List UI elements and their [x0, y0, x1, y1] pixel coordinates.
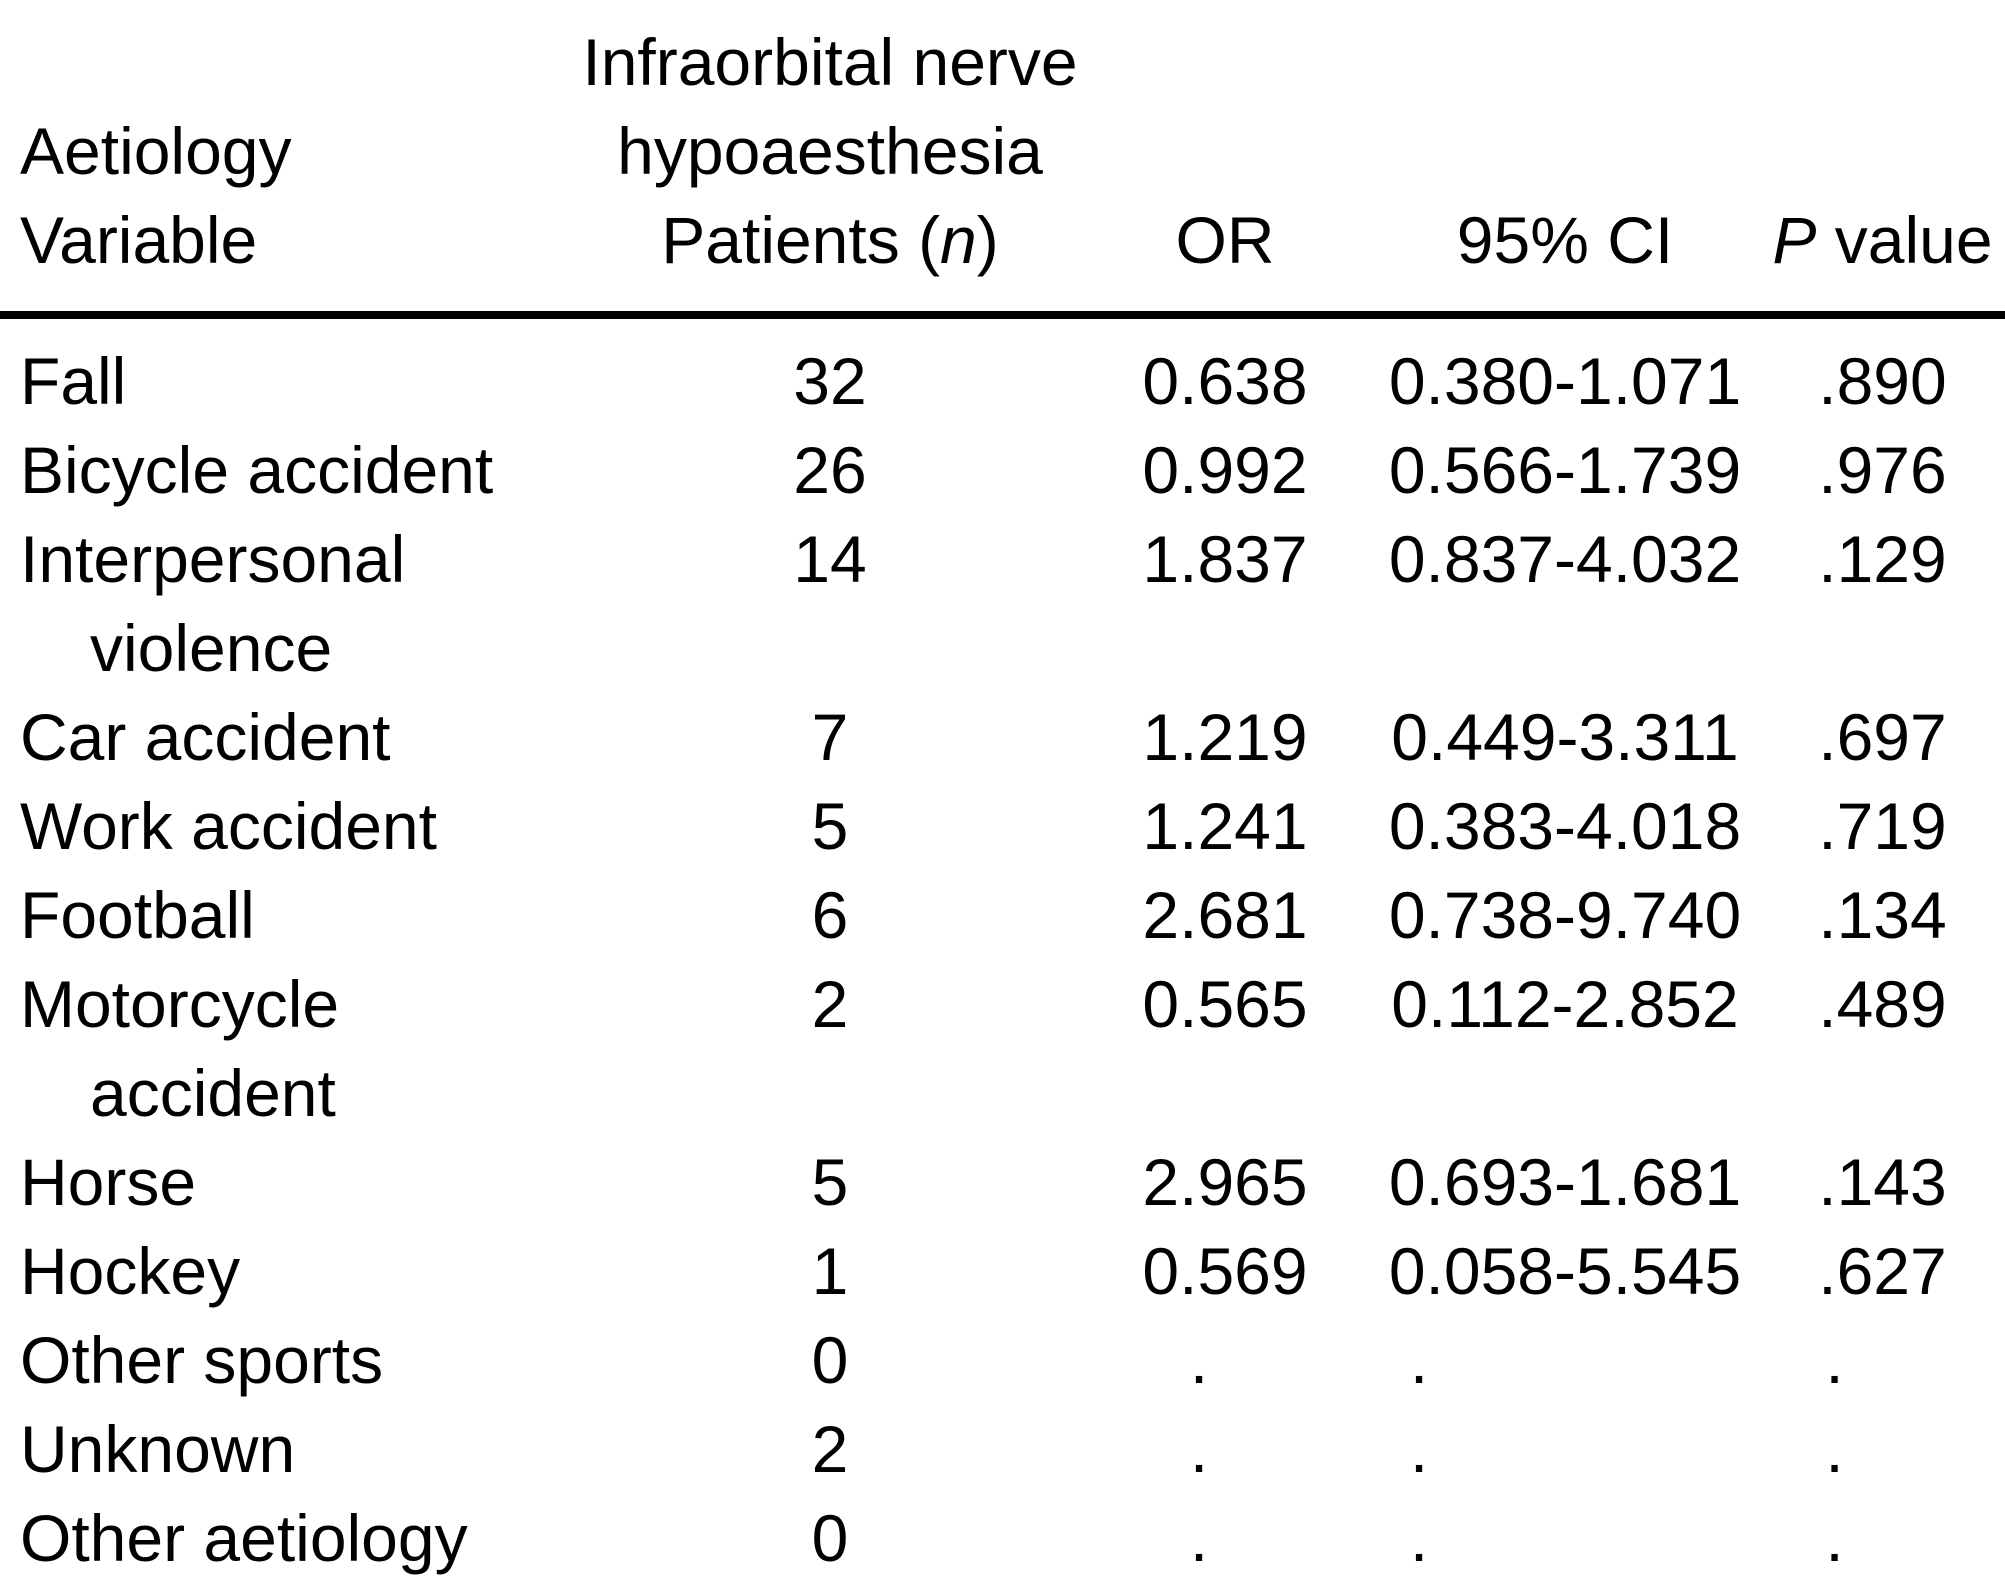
header-aetiology-variable: Aetiology Variable	[0, 0, 580, 319]
cell-confidence-interval: 0.383-4.018	[1388, 789, 1742, 863]
cell-patients-n: 5	[811, 789, 849, 863]
cell-odds-ratio: 2.965	[1142, 1145, 1308, 1219]
cell-p-value: .134	[1818, 878, 1947, 952]
cell-variable: Car accident	[20, 700, 391, 774]
table-body: Fall 32 0.638 0.380-1.071 .890 Bicycle accide…	[0, 315, 2005, 1583]
cell-confidence-interval: 0.738-9.740	[1388, 878, 1742, 952]
cell-odds-ratio: 1.241	[1142, 789, 1308, 863]
cell-confidence-interval: 0.380-1.071	[1388, 344, 1742, 418]
table-row: Football 6 2.681 0.738-9.740 .134	[0, 871, 2005, 960]
header-row: Aetiology Variable Infraorbital nerve hy…	[0, 0, 2005, 319]
table-row: Bicycle accident 26 0.992 0.566-1.739 .976	[0, 426, 2005, 515]
cell-odds-ratio: 1.837	[1142, 522, 1308, 596]
cell-variable: Other sports	[20, 1323, 384, 1397]
cell-odds-ratio: 0.569	[1142, 1234, 1308, 1308]
header-line-patients-n: Patients (n)	[661, 203, 999, 277]
cell-confidence-interval: .	[1370, 1316, 1760, 1405]
cell-p-value: .719	[1818, 789, 1947, 863]
header-line-or: OR	[1175, 203, 1275, 277]
cell-variable: Interpersonal violence	[20, 522, 406, 685]
table-row: Horse 5 2.965 0.693-1.681 .143	[0, 1138, 2005, 1227]
missing-value-dot: .	[1189, 1412, 1209, 1486]
header-p-value: P value	[1760, 0, 2005, 319]
cell-variable: Unknown	[20, 1412, 296, 1486]
missing-value-dot: .	[1409, 1501, 1429, 1575]
table-row: Car accident 7 1.219 0.449-3.311 .697	[0, 693, 2005, 782]
cell-p-value: .	[1760, 1494, 2005, 1583]
header-line-infraorbital: Infraorbital nerve	[582, 25, 1078, 99]
cell-p-value: .489	[1818, 967, 1947, 1041]
header-line-hypoaesthesia: hypoaesthesia	[617, 114, 1043, 188]
missing-value-dot: .	[1409, 1412, 1429, 1486]
cell-variable: Other aetiology	[20, 1501, 468, 1575]
table-row: Interpersonal violence 14 1.837 0.837-4.032…	[0, 515, 2005, 693]
missing-value-dot: .	[1825, 1323, 1844, 1397]
cell-variable: Fall	[20, 344, 127, 418]
table-row: Hockey 1 0.569 0.058-5.545 .627	[0, 1227, 2005, 1316]
table-row: Work accident 5 1.241 0.383-4.018 .719	[0, 782, 2005, 871]
table-row: Fall 32 0.638 0.380-1.071 .890	[0, 315, 2005, 426]
cell-p-value: .627	[1818, 1234, 1947, 1308]
cell-confidence-interval: .	[1370, 1405, 1760, 1494]
cell-patients-n: 2	[811, 1412, 849, 1486]
cell-confidence-interval: 0.693-1.681	[1388, 1145, 1742, 1219]
cell-patients-n: 32	[793, 344, 867, 418]
cell-odds-ratio: .	[1080, 1316, 1370, 1405]
table-row: Other aetiology 0...	[0, 1494, 2005, 1583]
cell-odds-ratio: 0.565	[1142, 967, 1308, 1041]
missing-value-dot: .	[1825, 1501, 1844, 1575]
missing-value-dot: .	[1189, 1323, 1209, 1397]
header-line-95-ci: 95% CI	[1456, 203, 1674, 277]
missing-value-dot: .	[1825, 1412, 1844, 1486]
cell-p-value: .890	[1818, 344, 1947, 418]
table-row: Motorcycle accident 2 0.565 0.112-2.852 .489	[0, 960, 2005, 1138]
cell-p-value: .697	[1818, 700, 1947, 774]
cell-p-value: .976	[1818, 433, 1947, 507]
cell-confidence-interval: 0.449-3.311	[1391, 700, 1739, 774]
cell-patients-n: 14	[793, 522, 867, 596]
cell-patients-n: 6	[811, 878, 849, 952]
table-row: Other sports 0...	[0, 1316, 2005, 1405]
cell-variable: Hockey	[20, 1234, 241, 1308]
cell-odds-ratio: 0.992	[1142, 433, 1308, 507]
cell-variable: Football	[20, 878, 255, 952]
cell-patients-n: 0	[811, 1323, 849, 1397]
cell-variable: Bicycle accident	[20, 433, 494, 507]
header-line-aetiology: Aetiology	[20, 114, 292, 188]
cell-confidence-interval: .	[1370, 1494, 1760, 1583]
header-95-ci: 95% CI	[1370, 0, 1760, 319]
cell-odds-ratio: 2.681	[1142, 878, 1308, 952]
header-line-variable: Variable	[20, 203, 258, 277]
cell-patients-n: 26	[793, 433, 867, 507]
table-header: Aetiology Variable Infraorbital nerve hy…	[0, 0, 2005, 319]
cell-confidence-interval: 0.058-5.545	[1388, 1234, 1742, 1308]
cell-confidence-interval: 0.837-4.032	[1388, 522, 1742, 596]
cell-variable: Motorcycle accident	[20, 967, 340, 1130]
cell-p-value: .129	[1818, 522, 1947, 596]
cell-odds-ratio: 1.219	[1142, 700, 1308, 774]
cell-p-value: .	[1760, 1405, 2005, 1494]
cell-odds-ratio: 0.638	[1142, 344, 1308, 418]
cell-p-value: .	[1760, 1316, 2005, 1405]
missing-value-dot: .	[1189, 1501, 1209, 1575]
table-row: Unknown 2...	[0, 1405, 2005, 1494]
cell-p-value: .143	[1818, 1145, 1947, 1219]
missing-value-dot: .	[1409, 1323, 1429, 1397]
cell-patients-n: 7	[811, 700, 849, 774]
cell-confidence-interval: 0.566-1.739	[1388, 433, 1742, 507]
cell-patients-n: 0	[811, 1501, 849, 1575]
cell-odds-ratio: .	[1080, 1405, 1370, 1494]
cell-patients-n: 2	[811, 967, 849, 1041]
header-line-p-value: P value	[1772, 203, 1993, 277]
header-or: OR	[1080, 0, 1370, 319]
cell-confidence-interval: 0.112-2.852	[1391, 967, 1739, 1041]
cell-odds-ratio: .	[1080, 1494, 1370, 1583]
cell-variable: Horse	[20, 1145, 197, 1219]
cell-variable: Work accident	[20, 789, 437, 863]
header-patients: Infraorbital nerve hypoaesthesia Patient…	[580, 0, 1080, 319]
cell-patients-n: 1	[811, 1234, 849, 1308]
cell-patients-n: 5	[811, 1145, 849, 1219]
